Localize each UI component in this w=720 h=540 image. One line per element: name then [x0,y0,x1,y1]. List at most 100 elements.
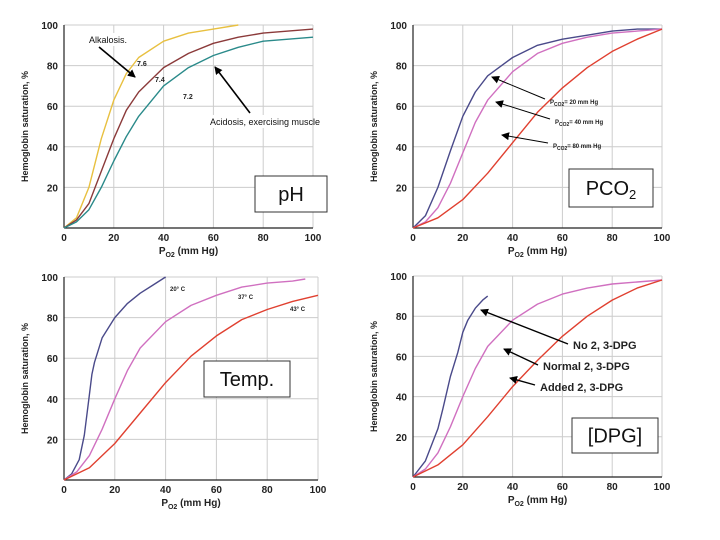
factor-label: Temp. [220,369,274,391]
y-tick-label: 20 [47,435,59,446]
factor-label: pH [278,184,304,206]
x-tick-label: 40 [507,482,519,493]
factor-label-box [203,360,291,398]
series-line-2 [412,279,663,478]
series-label-7-4: 7.4 [155,77,165,84]
x-axis-label-main: P [508,246,515,257]
x-tick-label: 100 [310,485,327,496]
acidosis-label-bg [208,115,308,128]
series-line-0 [63,24,239,229]
y-tick-label: 60 [396,352,408,363]
x-axis-label-sub: O2 [514,252,523,259]
factor-label-main: [DPG] [588,426,642,448]
x-tick-label: 40 [158,233,170,244]
x-tick-label: 60 [557,482,569,493]
x-tick-label: 100 [654,482,671,493]
x-tick-label: 80 [262,485,274,496]
pco2-legend-label-1: PCO2= 40 mm Hg [555,120,603,128]
y-tick-label: 40 [47,143,59,154]
x-tick-label: 40 [160,485,172,496]
factor-label-main: pH [278,184,304,206]
y-axis-label: Hemoglobin saturation, % [20,323,30,434]
pco2-chart: 0 20 40 60 80 100 20 40 60 80 100 Hemoglobin satura… [369,21,671,259]
factor-label-sub: 2 [629,187,636,202]
series-line-1 [412,28,663,229]
y-tick-label: 40 [396,143,408,154]
y-tick-label: 20 [47,183,59,194]
series-line-2 [63,36,314,229]
series-line-2 [63,294,319,481]
pco2-arrow-1 [495,100,551,120]
pco2-arrow-0 [491,75,546,100]
x-axis-label-rest: (mm Hg) [175,246,218,257]
y-tick-label: 80 [396,62,408,73]
x-axis-label-rest: (mm Hg) [524,495,567,506]
x-axis-label-rest: (mm Hg) [524,246,567,257]
x-axis-label: PO2 (mm Hg) [159,246,218,259]
x-axis-label-sub: O2 [514,501,523,508]
series-line-1 [63,28,314,229]
pco2-legend-value: = 40 mm Hg [569,120,603,126]
temp-label-43c: 43° C [290,307,306,313]
x-tick-label: 80 [607,482,619,493]
x-tick-label: 100 [654,233,671,244]
pco2-legend-prefix: P [553,144,557,150]
temp-label-20c: 20° C [170,287,186,293]
acidosis-arrow [214,66,251,114]
y-tick-label: 20 [396,183,408,194]
series-label-7-6: 7.6 [137,61,147,68]
x-tick-label: 20 [108,233,120,244]
temp-label-37c: 37° C [238,295,254,301]
series-line-1 [412,279,663,478]
dpg-legend-label-2: Added 2, 3-DPG [540,382,623,394]
dpg-arrow-2 [509,376,536,386]
series-line-1 [63,278,306,481]
x-axis-label: PO2 (mm Hg) [508,495,567,508]
x-tick-label: 20 [109,485,121,496]
dpg-chart: 0 20 40 60 80 100 20 40 60 80 100 Hemoglobin satura… [369,272,671,508]
pco2-legend-prefix: P [550,100,554,106]
y-tick-label: 60 [47,354,59,365]
series-line-0 [63,276,166,481]
x-tick-label: 60 [557,233,569,244]
y-tick-label: 80 [396,312,408,323]
x-axis-label-main: P [508,495,515,506]
x-axis-label-main: P [161,498,168,509]
y-tick-label: 80 [47,314,59,325]
acidosis-label: Acidosis, exercising muscle [210,117,320,127]
pco2-legend-label-2: PCO2= 80 mm Hg [553,144,601,152]
series-line-0 [412,295,489,478]
dpg-legend-label-0: No 2, 3-DPG [573,340,637,352]
y-tick-label: 40 [47,395,59,406]
x-tick-label: 0 [410,233,416,244]
temperature-chart: 0 20 40 60 80 100 20 40 60 80 100 Hemoglobin satura… [20,273,327,511]
pco2-legend-prefix-sub: CO2 [554,102,565,108]
x-axis-label: PO2 (mm Hg) [508,246,567,259]
dpg-arrow-1 [503,348,539,366]
y-tick-label: 100 [41,273,58,284]
x-tick-label: 0 [410,482,416,493]
ph-chart: 0 20 40 60 80 100 20 40 60 80 100 Hemoglobin satura… [20,21,328,259]
pco2-legend-label-0: PCO2= 20 mm Hg [550,100,598,108]
y-tick-label: 100 [390,21,407,32]
y-tick-label: 60 [396,102,408,113]
x-tick-label: 0 [61,233,67,244]
alkalosis-arrow [98,46,136,78]
series-line-0 [412,28,662,229]
x-axis-label-rest: (mm Hg) [177,498,220,509]
x-tick-label: 60 [208,233,220,244]
x-tick-label: 0 [61,485,67,496]
alkalosis-label-bg [87,33,133,46]
y-tick-label: 100 [41,21,58,32]
alkalosis-label: Alkalosis. [89,35,127,45]
dpg-arrow-0 [480,308,569,345]
factor-label-main: Temp. [220,369,274,391]
x-tick-label: 20 [457,233,469,244]
factor-label-main: PCO [586,178,629,200]
y-tick-label: 20 [396,433,408,444]
factor-label-box [254,175,328,213]
x-tick-label: 20 [457,482,469,493]
y-tick-label: 40 [396,393,408,404]
y-axis-label: Hemoglobin saturation, % [369,321,379,432]
